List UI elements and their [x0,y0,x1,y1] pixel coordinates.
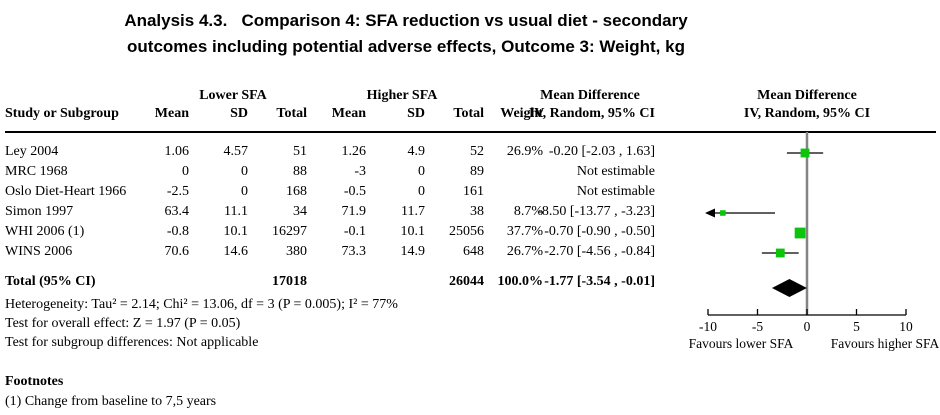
total-higher: 38 [470,204,484,219]
sd-lower: 14.6 [223,244,249,259]
col-header-ci-right: IV, Random, 95% CI [743,106,871,121]
col-header-weight: Weight [500,106,543,121]
total-higher: 25056 [449,224,484,239]
mean-higher: -0.1 [343,224,366,239]
mean-higher: -3 [354,164,366,179]
analysis-title-line1: Analysis 4.3. Comparison 4: SFA reductio… [124,11,688,30]
ci-value: Not estimable [576,164,655,179]
weight-value: 26.9% [506,144,543,159]
weight-value: 26.7% [506,244,543,259]
sd-higher: 4.9 [407,144,426,159]
subgroup-differences-test: Test for subgroup differences: Not appli… [5,335,259,350]
axis-tick-label: 10 [899,319,913,334]
footnotes-heading: Footnotes [5,374,64,389]
col-header-sd-lower: SD [230,106,248,121]
sd-lower: 0 [241,164,248,179]
total-higher: 161 [463,184,484,199]
effect-square [800,148,810,158]
col-header-total-higher: Total [453,106,484,121]
weight-value: 8.7% [513,204,543,219]
total-higher: 52 [470,144,484,159]
footnote-item: (1) Change from baseline to 7,5 years [5,394,217,409]
total-lower: 168 [286,184,307,199]
header-divider [5,131,936,133]
group-header-higher-sfa: Higher SFA [366,88,438,103]
mean-lower: -2.5 [166,184,189,199]
total-weight: 100.0% [497,274,544,289]
col-header-mean-higher: Mean [331,106,366,121]
mean-lower: 63.4 [164,204,190,219]
total-higher: 89 [470,164,484,179]
ci-value: -0.20 [-2.03 , 1.63] [548,144,655,159]
total-lower: 380 [286,244,307,259]
ci-value: -2.70 [-4.56 , -0.84] [544,244,655,259]
heterogeneity-stats: Heterogeneity: Tau² = 2.14; Chi² = 13.06… [5,297,398,312]
total-participants-higher: 26044 [449,274,484,289]
sd-lower: 0 [241,184,248,199]
study-name: MRC 1968 [5,164,68,179]
sd-higher: 0 [418,164,425,179]
favours-right-label: Favours higher SFA [831,336,940,351]
total-label: Total (95% CI) [5,274,96,289]
col-header-mean-lower: Mean [154,106,189,121]
study-name: Oslo Diet-Heart 1966 [5,184,127,199]
total-lower: 34 [293,204,307,219]
ci-value: Not estimable [576,184,655,199]
overall-effect-test: Test for overall effect: Z = 1.97 (P = 0… [5,316,241,331]
sd-lower: 4.57 [223,144,249,159]
axis-tick-label: -5 [752,319,763,334]
study-name: WINS 2006 [5,244,73,259]
total-higher: 648 [463,244,484,259]
group-header-mean-difference-right: Mean Difference [757,88,857,103]
mean-lower: 70.6 [164,244,190,259]
study-name: WHI 2006 (1) [5,224,85,239]
col-header-sd-higher: SD [407,106,425,121]
total-ci-value: -1.77 [-3.54 , -0.01] [544,274,655,289]
weight-value: 37.7% [506,224,543,239]
sd-higher: 0 [418,184,425,199]
group-header-lower-sfa: Lower SFA [199,88,267,103]
total-lower: 51 [293,144,307,159]
col-header-ci-left: IV, Random, 95% CI [528,106,655,121]
total-participants-lower: 17018 [272,274,307,289]
effect-square [720,210,726,216]
effect-square [775,248,785,258]
mean-lower: -0.8 [166,224,189,239]
ci-value: -8.50 [-13.77 , -3.23] [537,204,655,219]
sd-higher: 11.7 [401,204,425,219]
sd-higher: 14.9 [400,244,426,259]
total-lower: 16297 [272,224,307,239]
mean-lower: 1.06 [164,144,190,159]
analysis-title-line2: outcomes including potential adverse eff… [127,37,685,56]
favours-left-label: Favours lower SFA [689,336,794,351]
effect-square [794,227,806,239]
mean-lower: 0 [182,164,189,179]
mean-higher: 73.3 [341,244,367,259]
col-header-total-lower: Total [276,106,307,121]
axis-tick-label: 5 [853,319,860,334]
total-lower: 88 [293,164,307,179]
mean-higher: 71.9 [341,204,367,219]
pooled-diamond [771,279,807,297]
study-name: Simon 1997 [5,204,74,219]
sd-higher: 10.1 [400,224,426,239]
ci-arrow-left [705,208,715,218]
mean-higher: -0.5 [343,184,366,199]
analysis-title: Analysis 4.3. Comparison 4: SFA reductio… [0,8,812,60]
study-name: Ley 2004 [5,144,59,159]
group-header-mean-difference-left: Mean Difference [540,88,640,103]
ci-value: -0.70 [-0.90 , -0.50] [544,224,655,239]
axis-tick-label: 0 [804,319,811,334]
mean-higher: 1.26 [341,144,367,159]
col-header-study: Study or Subgroup [5,106,119,121]
axis-tick-label: -10 [699,319,717,334]
sd-lower: 10.1 [223,224,249,239]
sd-lower: 11.1 [224,204,248,219]
